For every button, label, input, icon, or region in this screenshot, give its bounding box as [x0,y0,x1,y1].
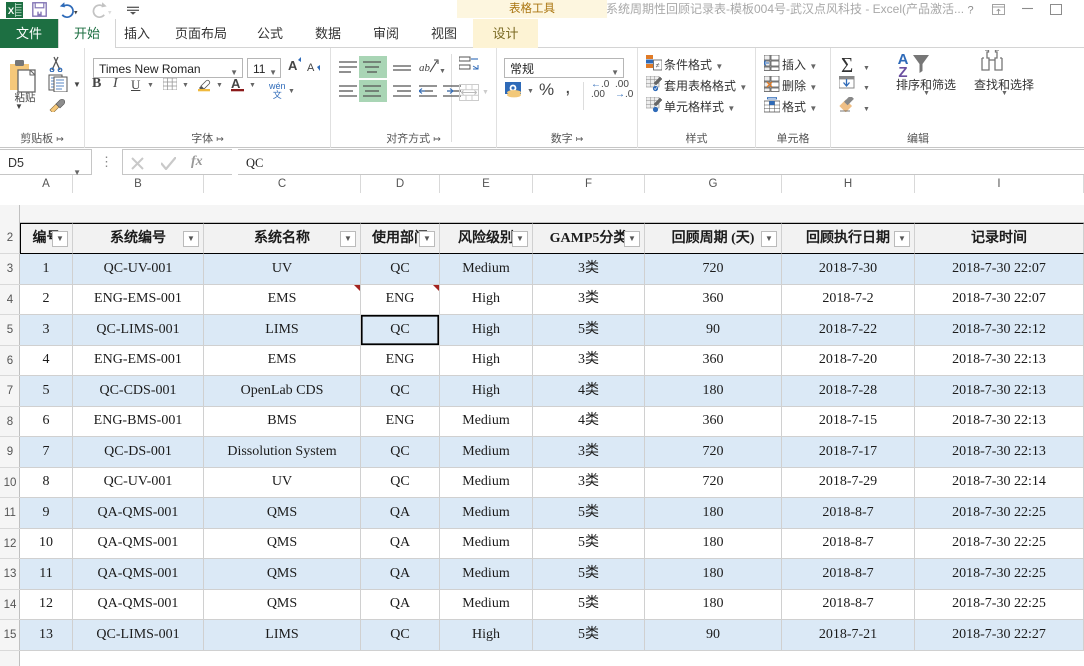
svg-text:A: A [307,62,315,73]
svg-text:▾: ▾ [108,10,112,17]
svg-text:≠: ≠ [656,63,660,70]
svg-text:?: ? [967,5,973,16]
svg-text:▾: ▾ [74,10,78,17]
svg-text:A: A [288,58,298,73]
svg-text:X: X [8,6,15,17]
svg-text:ab: ab [419,62,431,74]
svg-text:A: A [231,76,241,91]
